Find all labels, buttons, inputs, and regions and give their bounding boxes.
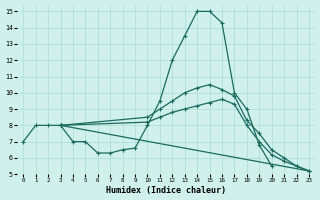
X-axis label: Humidex (Indice chaleur): Humidex (Indice chaleur) <box>106 186 226 195</box>
